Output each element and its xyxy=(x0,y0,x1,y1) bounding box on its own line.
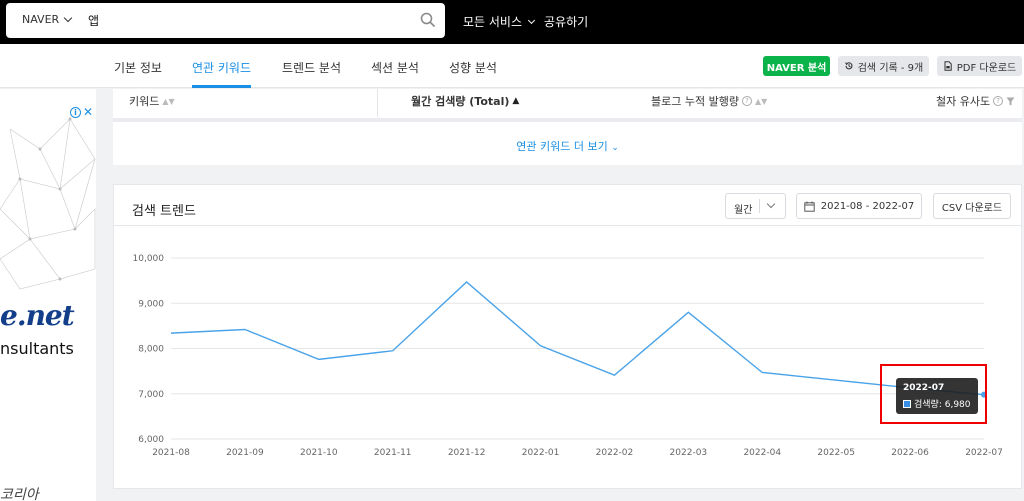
x-tick-label: 2021-11 xyxy=(374,448,412,458)
more-keywords-label: 연관 키워드 더 보기 xyxy=(516,140,608,153)
tab-trend-analysis[interactable]: 트렌드 분석 xyxy=(282,61,342,75)
sort-icon[interactable]: ▲▼ xyxy=(162,96,175,106)
active-tab-indicator xyxy=(192,85,251,88)
y-tick-label: 7,000 xyxy=(138,390,164,400)
search-engine-select[interactable]: NAVER xyxy=(22,13,73,26)
x-tick-label: 2022-03 xyxy=(670,448,708,458)
column-divider xyxy=(377,89,378,117)
column-monthly-search[interactable]: 월간 검색량 (Total) ▲ xyxy=(411,93,519,109)
tab-related-keywords[interactable]: 연관 키워드 xyxy=(192,61,252,75)
trend-card-title: 검색 트렌드 xyxy=(132,204,196,219)
pdf-download-label: PDF 다운로드 xyxy=(956,62,1017,74)
search-history-label: 검색 기록 - 9개 xyxy=(857,62,924,74)
calendar-icon xyxy=(804,201,815,212)
column-blog-posts[interactable]: 블로그 누적 발행량 ? ▲▼ xyxy=(651,93,767,109)
all-services-label: 모든 서비스 xyxy=(463,15,523,29)
series-line xyxy=(170,281,985,396)
period-select-value: 월간 xyxy=(734,205,753,216)
table-spacer xyxy=(113,118,1022,122)
period-select[interactable]: 월간 xyxy=(725,193,786,219)
more-keywords-box: 연관 키워드 더 보기 ⌄ xyxy=(113,122,1022,165)
pdf-file-icon xyxy=(944,61,952,71)
ad-bottom-text: 코리아 xyxy=(0,487,39,501)
column-spelling-similarity[interactable]: 철자 유사도 ? xyxy=(936,93,1015,109)
column-spelling-similarity-label: 철자 유사도 xyxy=(936,95,991,108)
search-trend-card: 검색 트렌드 월간 2021-08 - 2022-07 CSV 다운로드 xyxy=(113,184,1022,489)
card-divider xyxy=(114,225,1021,226)
search-box[interactable]: NAVER 앱 xyxy=(6,3,445,38)
tab-section-analysis[interactable]: 섹션 분석 xyxy=(371,61,419,75)
x-tick-label: 2021-10 xyxy=(300,448,338,458)
share-label: 공유하기 xyxy=(544,15,589,29)
x-tick-label: 2022-04 xyxy=(743,448,781,458)
tab-basic-info[interactable]: 기본 정보 xyxy=(114,61,162,75)
naver-analysis-button[interactable]: NAVER 분석 xyxy=(763,56,830,76)
y-tick-label: 9,000 xyxy=(138,299,164,309)
chart-tooltip: 2022-07 검색량: 6,980 xyxy=(896,378,978,414)
column-keyword-label: 키워드 xyxy=(129,95,160,108)
filter-icon[interactable] xyxy=(1006,97,1015,106)
y-tick-label: 6,000 xyxy=(138,435,164,445)
x-tick-label: 2022-07 xyxy=(965,448,1003,458)
highlight-box xyxy=(880,364,987,424)
ad-info-icon[interactable]: i xyxy=(70,107,81,118)
x-tick-label: 2022-05 xyxy=(817,448,855,458)
search-engine-label: NAVER xyxy=(22,13,60,26)
ad-close-icon[interactable]: ✕ xyxy=(83,105,94,119)
tab-tendency-analysis[interactable]: 성향 분석 xyxy=(449,61,497,75)
ad-brand-text: e.net xyxy=(0,299,75,332)
ad-sub-text: nsultants xyxy=(0,339,74,358)
tooltip-row: 검색량: 6,980 xyxy=(903,397,971,410)
x-tick-label: 2021-08 xyxy=(152,448,190,458)
y-tick-label: 8,000 xyxy=(138,345,164,355)
column-blog-posts-label: 블로그 누적 발행량 xyxy=(651,95,739,108)
x-tick-label: 2022-01 xyxy=(522,448,560,458)
series-swatch xyxy=(903,399,911,408)
top-bar: NAVER 앱 모든 서비스 공유하기 xyxy=(0,0,1024,44)
column-monthly-search-label: 월간 검색량 (Total) xyxy=(411,95,510,108)
pdf-download-button[interactable]: PDF 다운로드 xyxy=(937,56,1022,76)
y-tick-label: 10,000 xyxy=(133,254,165,264)
sort-icon[interactable]: ▲▼ xyxy=(754,96,768,106)
tooltip-value: 검색량: 6,980 xyxy=(914,400,971,410)
help-icon[interactable]: ? xyxy=(993,96,1004,106)
ad-banner[interactable]: i ✕ e.net nsultants 코리아 xyxy=(0,89,96,501)
chevron-down-icon: ⌄ xyxy=(611,143,619,153)
search-input[interactable]: 앱 xyxy=(88,14,100,28)
more-keywords-link[interactable]: 연관 키워드 더 보기 ⌄ xyxy=(113,138,1022,154)
csv-download-button[interactable]: CSV 다운로드 xyxy=(933,193,1011,219)
all-services-menu[interactable]: 모든 서비스 xyxy=(463,13,536,30)
network-pattern-graphic xyxy=(0,117,96,290)
select-divider xyxy=(759,199,760,213)
help-icon[interactable]: ? xyxy=(741,96,752,106)
share-link[interactable]: 공유하기 xyxy=(544,13,588,30)
x-tick-label: 2022-06 xyxy=(891,448,929,458)
x-tick-label: 2022-02 xyxy=(596,448,634,458)
x-tick-label: 2021-12 xyxy=(448,448,486,458)
search-history-button[interactable]: 검색 기록 - 9개 xyxy=(838,56,929,76)
sort-asc-icon[interactable]: ▲ xyxy=(512,96,520,106)
x-tick-label: 2021-09 xyxy=(226,448,264,458)
column-keyword[interactable]: 키워드 ▲▼ xyxy=(129,93,175,109)
date-range-label: 2021-08 - 2022-07 xyxy=(820,200,915,212)
tooltip-title: 2022-07 xyxy=(903,383,945,393)
history-icon xyxy=(844,62,853,70)
date-range-picker[interactable]: 2021-08 - 2022-07 xyxy=(796,193,922,219)
search-icon[interactable] xyxy=(420,12,436,28)
